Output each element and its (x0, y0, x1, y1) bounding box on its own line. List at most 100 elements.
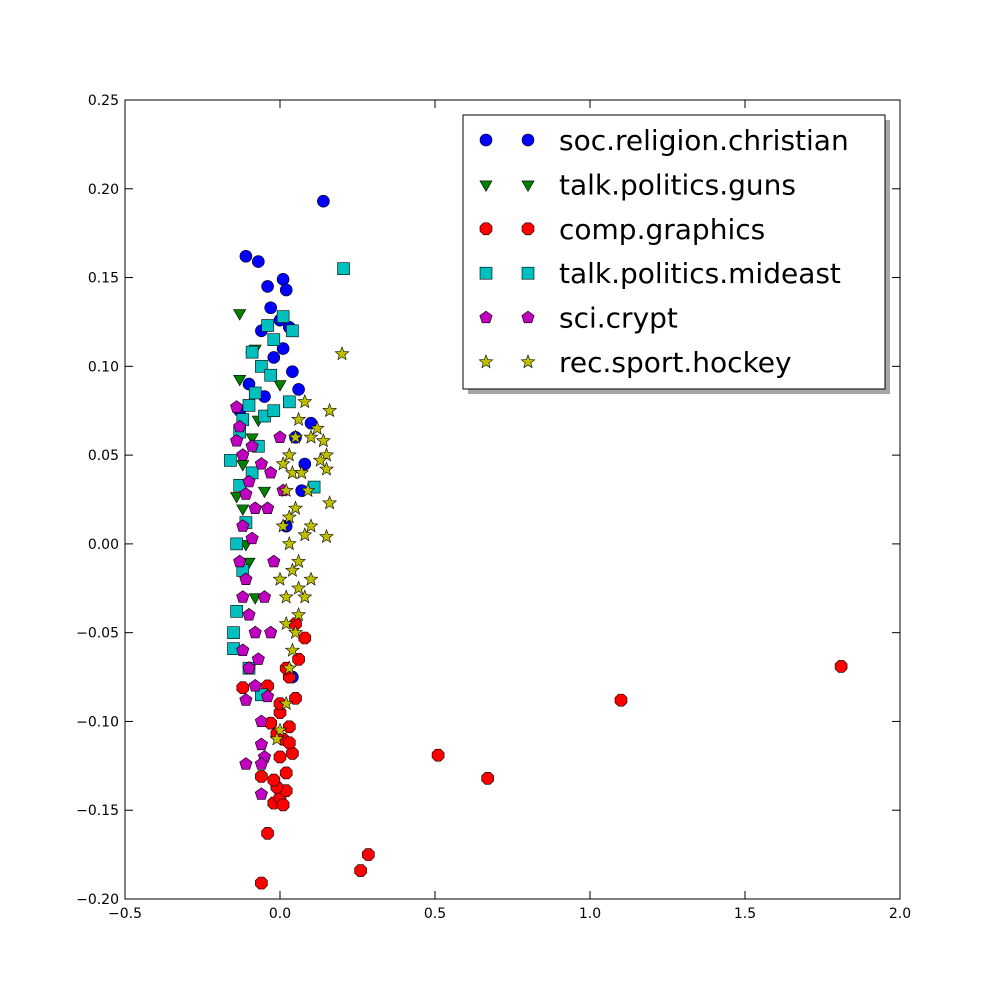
data-point (292, 652, 305, 666)
data-point (242, 661, 256, 674)
data-point (230, 400, 244, 413)
data-point (273, 430, 287, 443)
data-point (272, 571, 288, 586)
data-point (264, 301, 278, 315)
data-point (281, 536, 297, 551)
data-point (236, 504, 250, 516)
data-point (298, 631, 312, 645)
data-point (242, 557, 256, 570)
legend-marker (521, 310, 535, 324)
data-point (261, 280, 274, 293)
data-point (261, 501, 275, 514)
data-point (288, 429, 303, 444)
data-point (261, 319, 274, 332)
data-point (278, 695, 294, 711)
data-point (251, 652, 265, 665)
data-point (230, 492, 244, 504)
series-5 (269, 346, 350, 746)
data-point (254, 787, 268, 800)
data-point (242, 608, 256, 621)
x-tick-label: 1.0 (579, 906, 601, 922)
data-point (257, 590, 272, 603)
data-point (279, 283, 293, 297)
legend-marker (521, 180, 535, 193)
data-point (276, 310, 290, 323)
data-point (279, 766, 293, 780)
x-tick-label: 0.0 (269, 906, 291, 922)
data-point (275, 456, 291, 471)
legend-label: talk.politics.guns (559, 168, 796, 201)
data-point (236, 519, 250, 532)
series-4 (230, 400, 290, 800)
data-point (284, 642, 300, 657)
data-point (286, 324, 299, 338)
data-point (288, 500, 303, 515)
x-tick-label: 2.0 (889, 906, 911, 922)
data-point (319, 461, 334, 476)
y-tick-label: 0.10 (88, 359, 119, 375)
legend-box (462, 114, 886, 390)
data-point (264, 625, 278, 639)
x-tick-label: 1.5 (734, 906, 756, 922)
legend-marker (479, 133, 493, 147)
data-point (294, 465, 310, 480)
data-point (242, 399, 256, 412)
data-point (276, 342, 290, 355)
data-point (239, 249, 253, 263)
data-point (248, 501, 262, 514)
data-point (286, 365, 299, 378)
data-point (248, 679, 262, 692)
data-point (614, 693, 628, 707)
data-point (303, 429, 319, 444)
legend-marker (479, 222, 493, 236)
x-tick-label: 0.5 (424, 906, 446, 922)
legend-marker (479, 310, 493, 324)
data-point (273, 750, 287, 764)
legend-marker (478, 354, 494, 369)
data-point (248, 593, 262, 605)
data-point (245, 439, 259, 452)
data-point (354, 864, 367, 877)
data-point (236, 590, 250, 603)
data-point (297, 589, 313, 604)
data-point (300, 482, 316, 497)
legend-marker (520, 354, 536, 369)
data-point (239, 572, 253, 585)
data-point (230, 537, 243, 551)
data-point (236, 643, 250, 656)
data-point (312, 452, 328, 467)
y-tick-label: 0.05 (88, 448, 119, 464)
legend-marker (521, 266, 535, 280)
data-point (281, 660, 297, 675)
data-point (269, 731, 285, 746)
data-point (276, 273, 290, 286)
y-tick-label: −0.20 (76, 892, 119, 908)
data-point (281, 509, 297, 524)
data-point (233, 554, 247, 568)
y-tick-label: −0.05 (76, 626, 119, 642)
data-point (337, 262, 350, 275)
data-point (273, 380, 287, 392)
data-point (278, 589, 294, 604)
data-point (291, 607, 307, 622)
data-point (236, 681, 250, 695)
data-point (257, 486, 272, 499)
data-point (254, 714, 268, 728)
legend-label: sci.crypt (559, 302, 678, 335)
data-point (315, 433, 331, 448)
data-point (233, 419, 247, 433)
legend-marker (479, 266, 493, 280)
data-point (230, 605, 243, 618)
data-point (288, 624, 303, 640)
legend-label: talk.politics.mideast (559, 257, 841, 290)
data-point (481, 771, 495, 785)
data-point (255, 360, 268, 373)
data-point (233, 309, 247, 321)
y-tick-label: −0.15 (76, 803, 119, 819)
data-point (233, 374, 247, 387)
data-point (282, 720, 296, 734)
data-point (282, 736, 296, 750)
data-point (362, 848, 375, 861)
data-point (267, 773, 281, 787)
data-point (254, 457, 268, 470)
